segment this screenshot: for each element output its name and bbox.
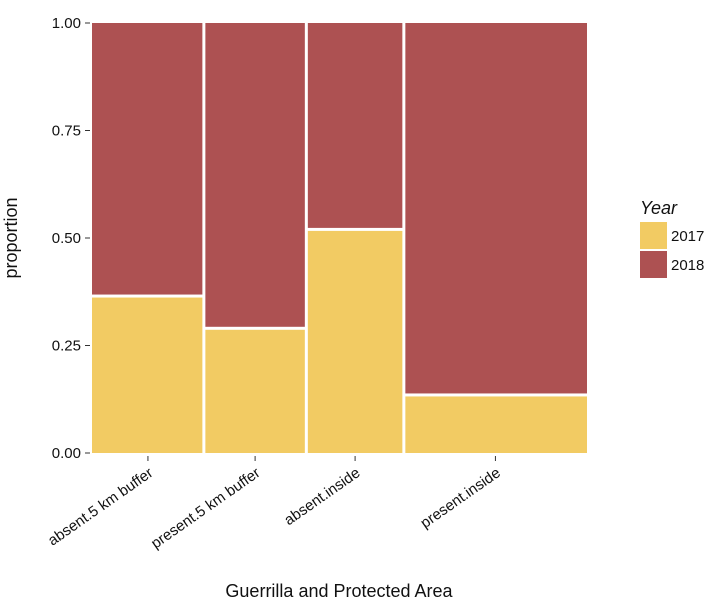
x-tick-label: absent.inside — [281, 464, 363, 529]
x-tick-label: absent.5 km buffer — [45, 464, 156, 549]
bar-2017-1 — [92, 297, 203, 453]
y-tick-label: 1.00 — [52, 15, 81, 32]
legend-key-2017 — [640, 222, 667, 249]
y-axis: 0.00 0.25 0.50 0.75 1.00 — [52, 15, 90, 462]
bar-2018-3 — [307, 23, 403, 228]
bar-2017-4 — [405, 396, 587, 453]
y-axis-title: proportion — [1, 197, 21, 278]
bar-2018-4 — [405, 23, 587, 394]
legend-title: Year — [640, 198, 678, 218]
bar-2017-2 — [205, 329, 305, 453]
x-tick-label: present.5 km buffer — [148, 464, 263, 552]
y-tick-label: 0.00 — [52, 445, 81, 462]
y-tick-label: 0.25 — [52, 338, 81, 355]
y-tick-label: 0.75 — [52, 123, 81, 140]
x-axis-title: Guerrilla and Protected Area — [225, 581, 453, 600]
bar-2017-3 — [307, 230, 403, 453]
y-tick-label: 0.50 — [52, 230, 81, 247]
bar-2018-2 — [205, 23, 305, 327]
legend: Year 2017 2018 — [640, 198, 704, 278]
legend-key-2018 — [640, 251, 667, 278]
x-tick-label: present.inside — [417, 464, 503, 532]
bar-2018-1 — [92, 23, 203, 295]
legend-label-2018: 2018 — [671, 257, 704, 274]
legend-label-2017: 2017 — [671, 228, 704, 245]
bars-layer — [92, 23, 587, 453]
